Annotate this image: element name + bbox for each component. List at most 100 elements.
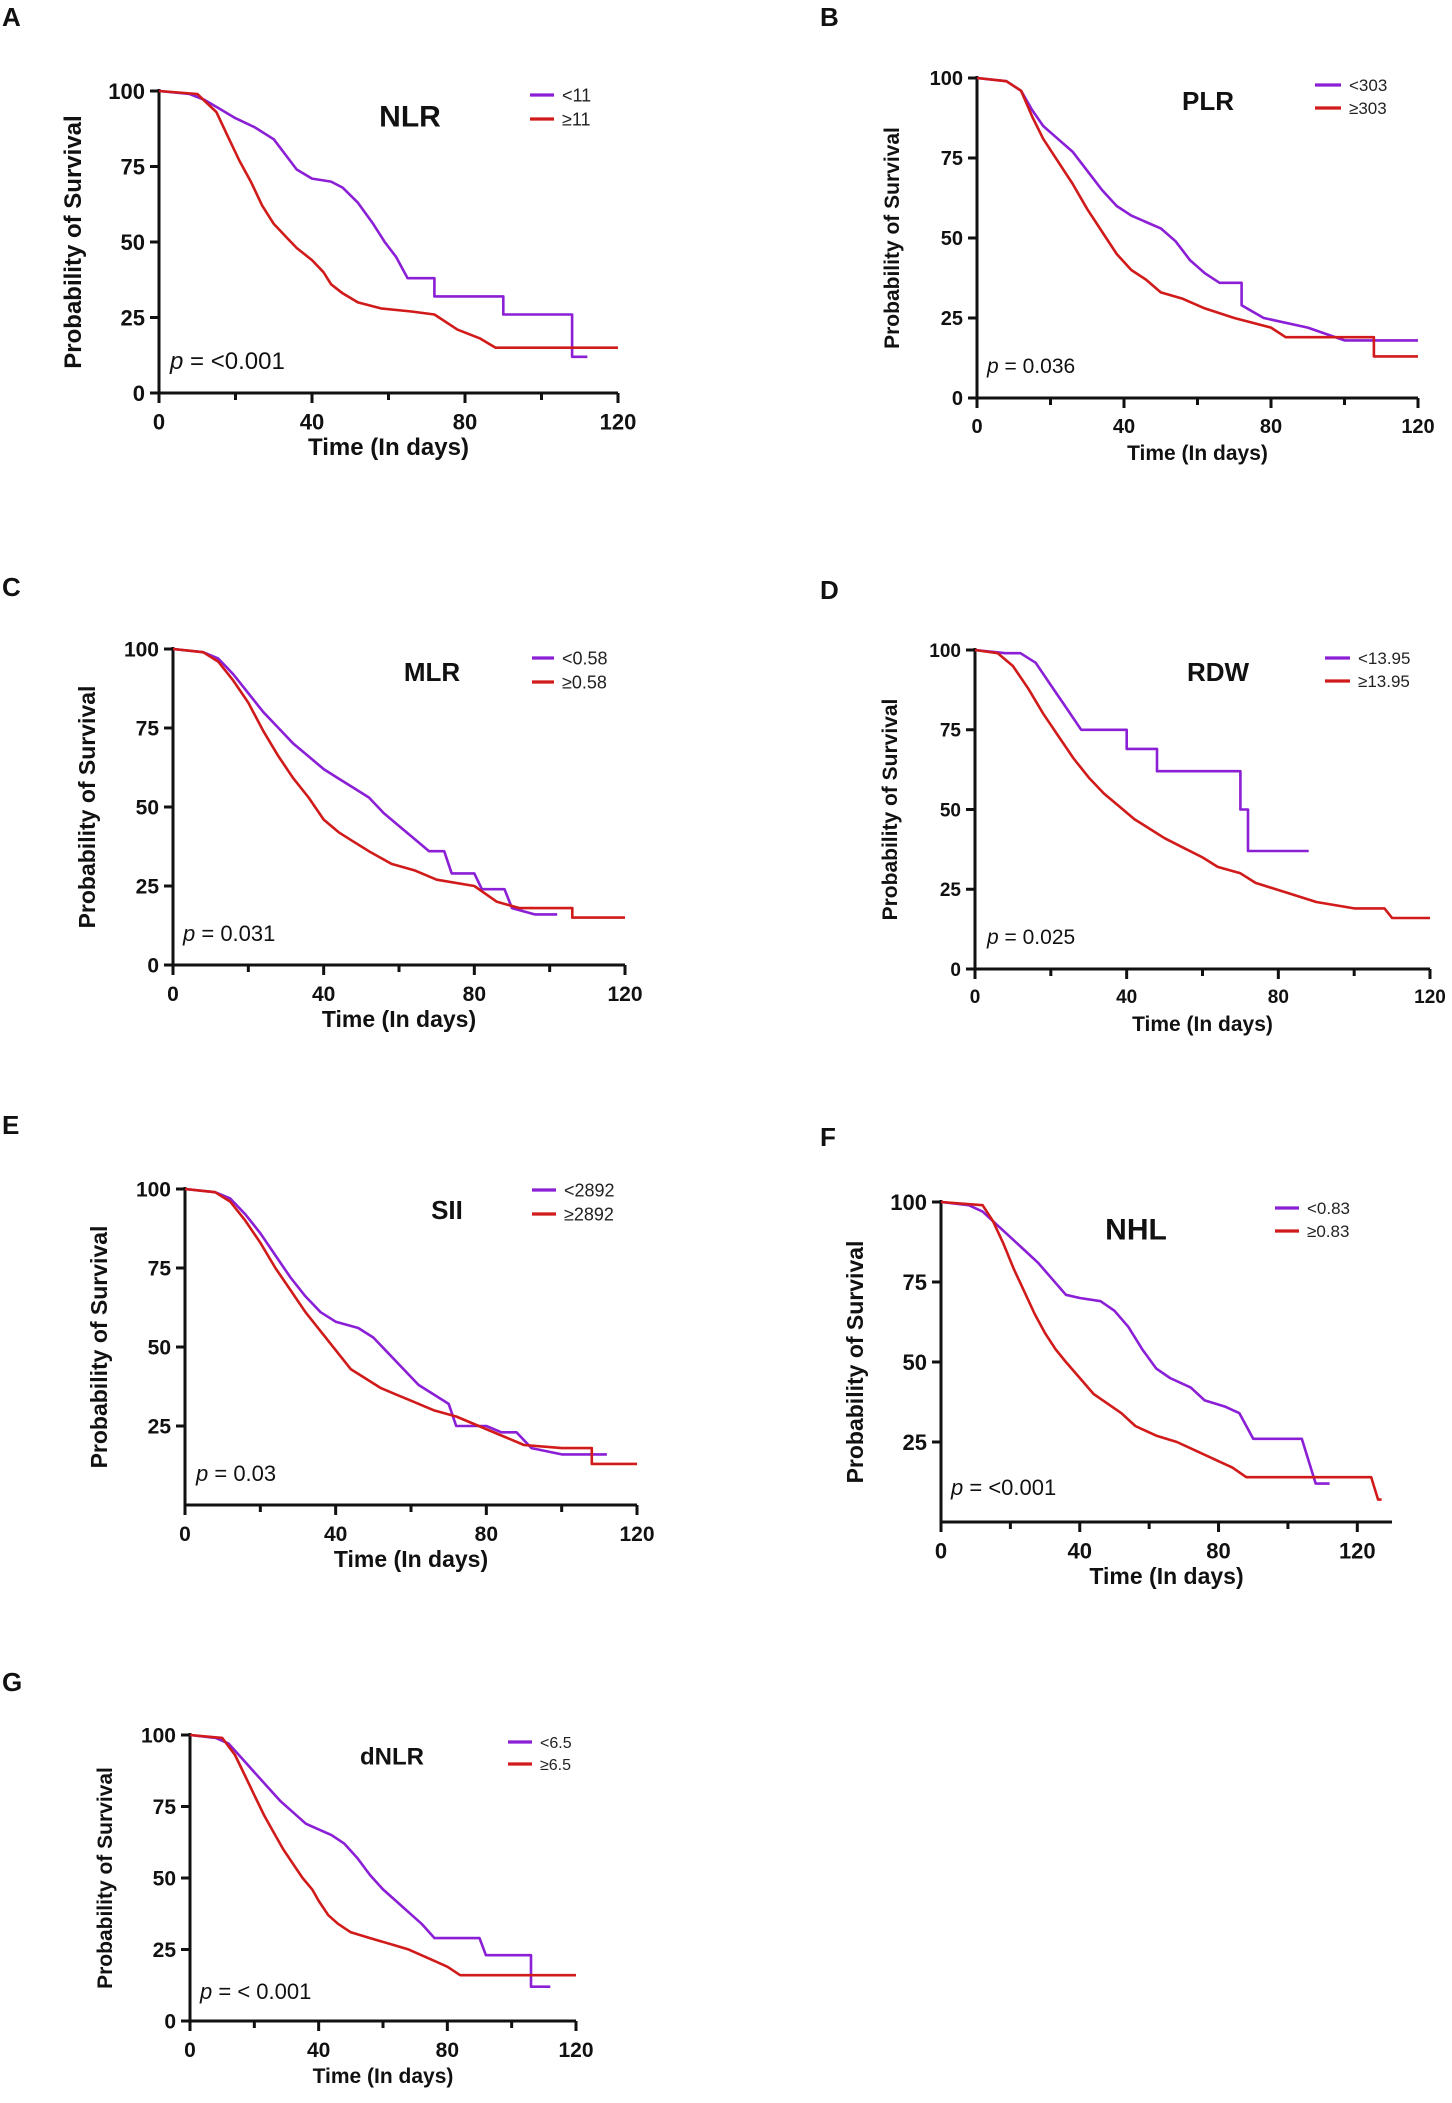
- y-tick-label: 50: [121, 230, 145, 255]
- p-value-symbol: p: [986, 926, 999, 949]
- p-value-text: = 0.031: [195, 921, 275, 946]
- x-axis-title: Time (In days): [334, 1546, 488, 1572]
- x-tick-label: 0: [179, 1523, 191, 1546]
- series-line-high: [189, 1733, 576, 1977]
- x-tick-label: 120: [600, 410, 637, 435]
- p-value-text: = 0.036: [999, 355, 1075, 378]
- panel-d: D 0 25 50 75 100 0 40 80 120 Time (In days) Probabi…: [820, 575, 1446, 1036]
- y-tick-label: 75: [941, 148, 963, 170]
- x-tick-label: 0: [153, 410, 165, 435]
- x-tick-label: 0: [935, 1539, 947, 1564]
- series-line-low: [172, 647, 558, 916]
- x-axis-title: Time (In days): [322, 1006, 476, 1032]
- x-tick-label: 120: [1401, 416, 1434, 438]
- y-axis-title: Probability of Survival: [881, 127, 904, 349]
- x-tick-label: 0: [184, 2039, 196, 2062]
- series-line-low: [184, 1187, 607, 1456]
- panel-f: F 25 50 75 100 0 40 80 120 Time (In days) Probabil…: [820, 1122, 1392, 1589]
- x-tick-label: 40: [1068, 1539, 1092, 1564]
- y-tick-label: 100: [890, 1190, 927, 1215]
- series-line-low: [189, 1733, 551, 1988]
- x-tick-label: 40: [1116, 987, 1137, 1008]
- panel-label-b: B: [820, 2, 839, 32]
- x-tick-label: 80: [436, 2039, 459, 2062]
- x-axis-title: Time (In days): [308, 434, 469, 461]
- x-tick-label: 80: [1206, 1539, 1230, 1564]
- y-tick-label: 100: [929, 641, 961, 662]
- x-axis-title: Time (In days): [313, 2065, 454, 2088]
- legend-label-low: <2892: [564, 1180, 615, 1200]
- chart-title: MLR: [404, 657, 461, 687]
- x-tick-label: 40: [307, 2039, 330, 2062]
- x-tick-label: 80: [463, 983, 486, 1006]
- series-line-low: [976, 76, 1418, 342]
- x-tick-label: 80: [1260, 416, 1282, 438]
- chart-title: PLR: [1182, 86, 1234, 116]
- y-tick-label: 0: [133, 381, 145, 406]
- p-value: p = 0.03: [195, 1461, 276, 1486]
- y-tick-label: 75: [121, 154, 145, 179]
- y-axis-title: Probability of Survival: [86, 1226, 112, 1469]
- y-tick-label: 25: [903, 1430, 927, 1455]
- y-tick-label: 50: [136, 797, 159, 820]
- y-tick-label: 75: [136, 718, 160, 741]
- legend-label-low: <13.95: [1358, 649, 1410, 668]
- panel-label-e: E: [2, 1110, 19, 1140]
- y-axis-title: Probability of Survival: [60, 115, 87, 368]
- y-tick-label: 25: [153, 1939, 177, 1962]
- series-line-high: [184, 1187, 637, 1466]
- y-tick-label: 75: [153, 1796, 177, 1819]
- p-value: p = 0.025: [986, 926, 1075, 949]
- x-axis-title: Time (In days): [1089, 1563, 1243, 1589]
- chart-title: RDW: [1187, 657, 1250, 687]
- x-tick-label: 40: [1113, 416, 1135, 438]
- y-axis-title: Probability of Survival: [842, 1241, 868, 1484]
- p-value: p = <0.001: [950, 1475, 1056, 1500]
- y-axis-title: Probability of Survival: [74, 686, 100, 929]
- y-tick-label: 50: [941, 228, 963, 250]
- p-value-symbol: p: [950, 1475, 963, 1500]
- x-tick-label: 120: [558, 2039, 593, 2062]
- y-tick-label: 50: [940, 800, 961, 821]
- p-value-symbol: p: [199, 1979, 212, 2004]
- y-tick-label: 50: [153, 1868, 176, 1891]
- y-tick-label: 75: [903, 1270, 927, 1295]
- p-value: p = <0.001: [169, 348, 285, 375]
- p-value: p = 0.031: [182, 921, 275, 946]
- series-line-high: [940, 1200, 1382, 1501]
- series-line-high: [974, 648, 1430, 920]
- p-value: p = 0.036: [986, 355, 1075, 378]
- legend-label-low: <6.5: [540, 1735, 572, 1752]
- y-tick-label: 50: [903, 1350, 927, 1375]
- y-tick-label: 25: [148, 1416, 172, 1439]
- x-tick-label: 80: [453, 410, 477, 435]
- legend-label-high: ≥2892: [564, 1204, 614, 1224]
- y-tick-label: 0: [164, 2011, 176, 2034]
- x-tick-label: 120: [607, 983, 642, 1006]
- series-line-low: [158, 89, 588, 359]
- y-tick-label: 50: [148, 1337, 171, 1360]
- series-line-high: [172, 647, 625, 919]
- chart-title: NLR: [379, 101, 441, 134]
- y-axis-title: Probability of Survival: [94, 1767, 117, 1989]
- chart-title: dNLR: [360, 1743, 424, 1770]
- y-tick-label: 25: [940, 880, 962, 901]
- x-axis-title: Time (In days): [1127, 442, 1268, 465]
- panel-label-c: C: [2, 572, 21, 602]
- p-value-symbol: p: [182, 921, 195, 946]
- legend-label-high: ≥11: [562, 109, 591, 129]
- legend-label-low: <11: [562, 85, 591, 105]
- p-value-text: = 0.025: [999, 926, 1075, 949]
- panel-a: A 0 25 50 75 100 0 40 80 120 Time (In days) Probabi…: [2, 2, 636, 461]
- x-tick-label: 80: [475, 1523, 498, 1546]
- x-axis-title: Time (In days): [1132, 1013, 1273, 1036]
- y-tick-label: 75: [940, 721, 962, 742]
- p-value-text: = <0.001: [963, 1475, 1056, 1500]
- y-tick-label: 0: [147, 955, 159, 978]
- y-tick-label: 100: [124, 639, 159, 662]
- y-tick-label: 75: [148, 1258, 172, 1281]
- series-line-high: [976, 76, 1418, 358]
- series-line-low: [940, 1200, 1330, 1485]
- y-tick-label: 25: [121, 305, 145, 330]
